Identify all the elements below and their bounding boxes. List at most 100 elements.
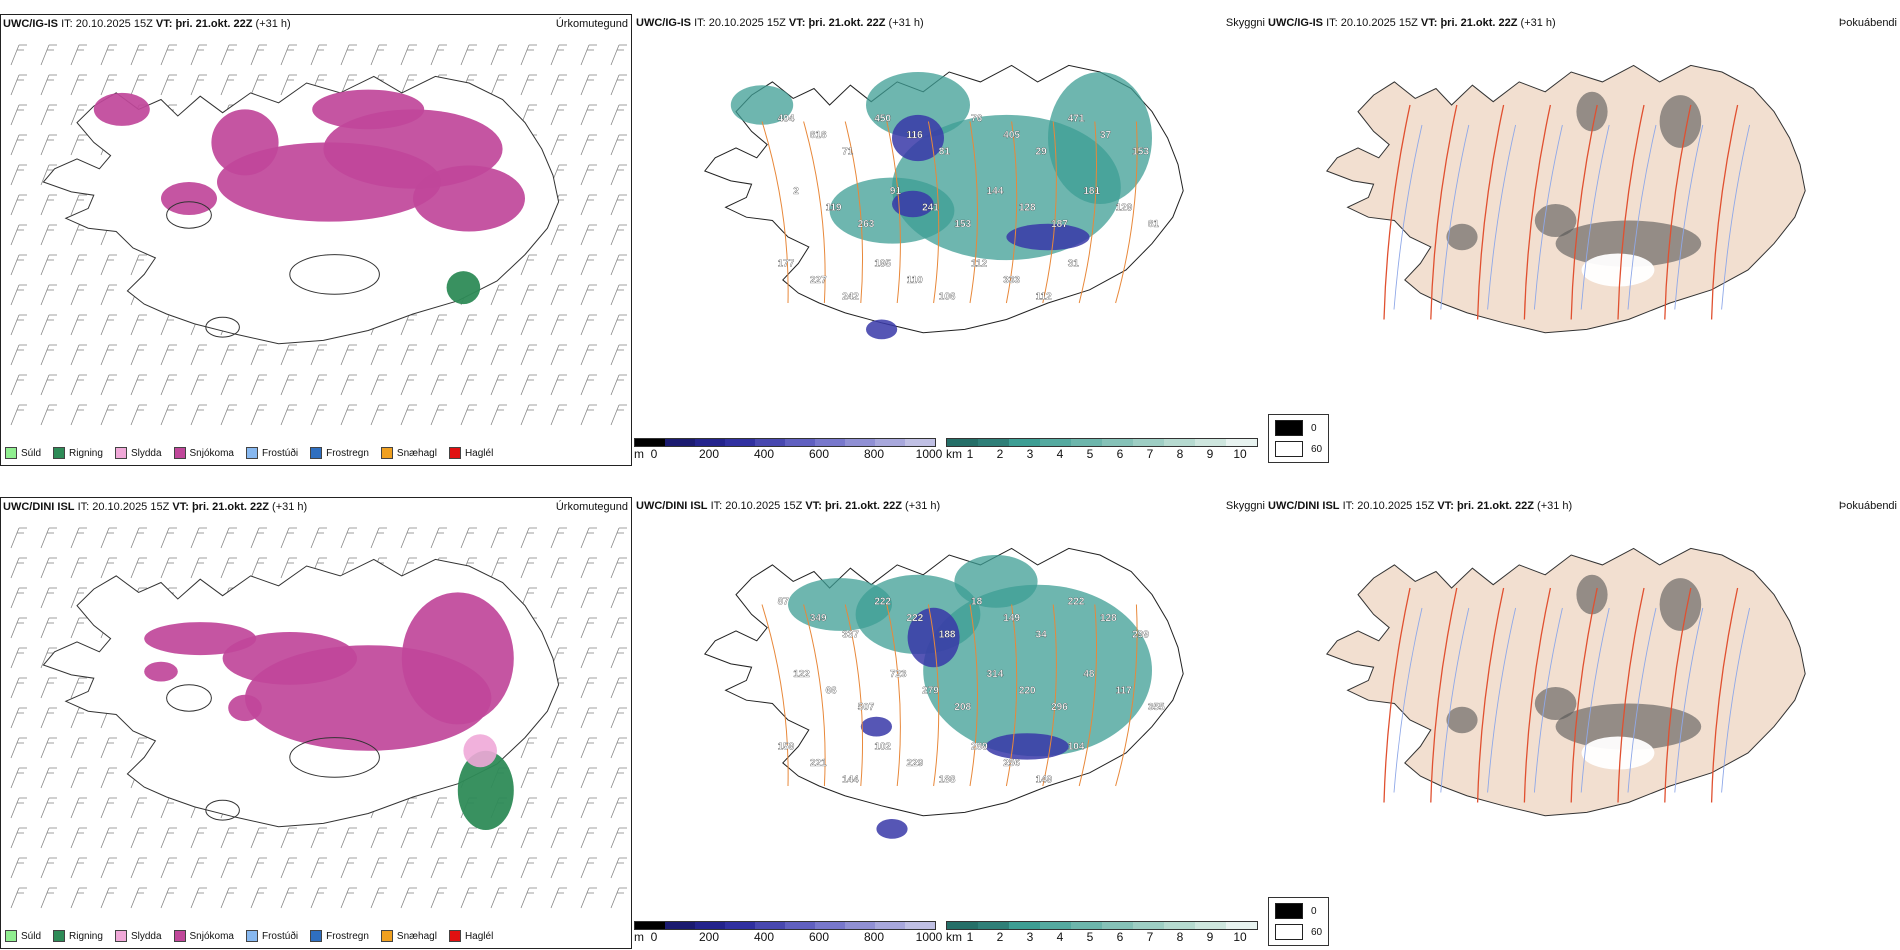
wind-barb	[250, 887, 267, 909]
road-line	[1664, 587, 1692, 803]
wind-barb	[220, 44, 237, 66]
road-line	[1710, 587, 1739, 803]
fog-indicator-area	[1576, 91, 1608, 132]
wind-barb	[250, 404, 267, 426]
legend-label: Snæhagl	[396, 930, 437, 942]
wind-barb	[610, 194, 627, 216]
fog-legend-item: 60	[1275, 441, 1322, 457]
river-line	[1674, 124, 1704, 310]
visibility-unit: km	[946, 930, 962, 944]
wind-barb	[70, 404, 87, 426]
wind-barb	[40, 314, 57, 336]
wind-barb	[490, 404, 507, 426]
wind-barb	[100, 827, 117, 849]
wind-barb	[520, 344, 537, 366]
wind-barb	[40, 617, 57, 639]
wind-barb	[400, 527, 417, 549]
ceiling-label: 112	[971, 259, 988, 270]
wind-barb	[220, 404, 237, 426]
ceiling-label: 188	[939, 775, 956, 786]
ceiling-label: 177	[778, 259, 795, 270]
legend-swatch	[310, 930, 323, 942]
wind-barb	[70, 557, 87, 579]
ceiling-label: 222	[1068, 597, 1085, 608]
fog-legend: 0 60	[1268, 897, 1330, 946]
ptype-legend: Súld Rigning Slydda Snjókoma Frostúði Frostre…	[5, 930, 493, 942]
colorbar-bin	[1071, 922, 1102, 929]
road-line	[1383, 104, 1411, 320]
wind-barb	[10, 677, 27, 699]
wind-barb	[580, 164, 597, 186]
wind-barb	[310, 827, 327, 849]
visibility-colorbar: km 1 2 3 4 5 6 7 8 9 10	[946, 921, 1266, 945]
wind-barb	[460, 404, 477, 426]
wind-barb	[280, 857, 297, 879]
snow-area	[144, 622, 257, 656]
fog-indicator-area	[1555, 220, 1702, 267]
wind-barb	[40, 254, 57, 276]
road-line	[1570, 587, 1598, 803]
rain-area	[446, 271, 481, 305]
ceiling-label: 119	[825, 203, 842, 214]
ceiling-label: 29	[1036, 147, 1048, 158]
wind-barb	[130, 314, 147, 336]
ceiling-label: 187	[1051, 219, 1068, 230]
snow-area	[312, 89, 425, 130]
wind-barb	[580, 404, 597, 426]
wind-barb	[70, 707, 87, 729]
wind-barb	[100, 44, 117, 66]
ceiling-label: 18	[971, 597, 983, 608]
visibility-tick: 6	[1116, 447, 1124, 461]
low-ceiling-area	[876, 819, 908, 839]
snow-area	[211, 109, 279, 176]
wind-barb	[580, 74, 597, 96]
colorbar-bin	[1133, 922, 1164, 929]
wind-barb	[70, 767, 87, 789]
visibility-tick: 8	[1176, 930, 1184, 944]
wind-barb	[610, 404, 627, 426]
wind-barb	[40, 767, 57, 789]
fog-panel: UWC/IG-IS IT: 20.10.2025 15Z VT: þri. 21…	[1266, 14, 1900, 466]
wind-barb	[490, 557, 507, 579]
ceiling-tick: 1000	[915, 447, 943, 461]
wind-barb	[400, 887, 417, 909]
wind-barb	[10, 617, 27, 639]
wind-barb	[70, 74, 87, 96]
colorbar-bin	[1226, 439, 1257, 446]
wind-barb	[520, 44, 537, 66]
wind-barb	[130, 557, 147, 579]
colorbar-bin	[1226, 922, 1257, 929]
wind-barb	[160, 527, 177, 549]
wind-barb	[280, 887, 297, 909]
ptype-legend-item: Snæhagl	[380, 930, 437, 942]
wind-barb	[280, 44, 297, 66]
wind-barb	[130, 254, 147, 276]
wind-barb	[610, 74, 627, 96]
fog-indicator-area	[1446, 223, 1478, 251]
river-line	[1440, 124, 1470, 310]
snow-area	[161, 182, 217, 215]
wind-barb	[10, 797, 27, 819]
wind-barb	[40, 857, 57, 879]
wind-barb	[580, 104, 597, 126]
ceiling-label: 195	[874, 259, 891, 270]
ceiling-label: 2	[793, 186, 799, 197]
wind-barb	[550, 104, 567, 126]
road-line	[886, 604, 901, 787]
ptype-panel: UWC/DINI ISL IT: 20.10.2025 15Z VT: þri.…	[0, 497, 632, 949]
wind-barb	[580, 224, 597, 246]
legend-label: Snæhagl	[396, 447, 437, 459]
wind-barb	[130, 44, 147, 66]
ceiling-label: 229	[907, 758, 924, 769]
wind-barb	[40, 104, 57, 126]
low-ceiling-area	[892, 114, 944, 162]
wind-barb	[310, 404, 327, 426]
wind-barb	[10, 737, 27, 759]
wind-barb	[280, 404, 297, 426]
wind-barb	[40, 404, 57, 426]
visibility-title: UWC/DINI ISL IT: 20.10.2025 15Z VT: þri.…	[636, 500, 941, 512]
wind-barb	[550, 737, 567, 759]
wind-barb	[280, 74, 297, 96]
ceiling-label: 149	[1003, 613, 1020, 624]
sleet-area	[463, 734, 498, 768]
